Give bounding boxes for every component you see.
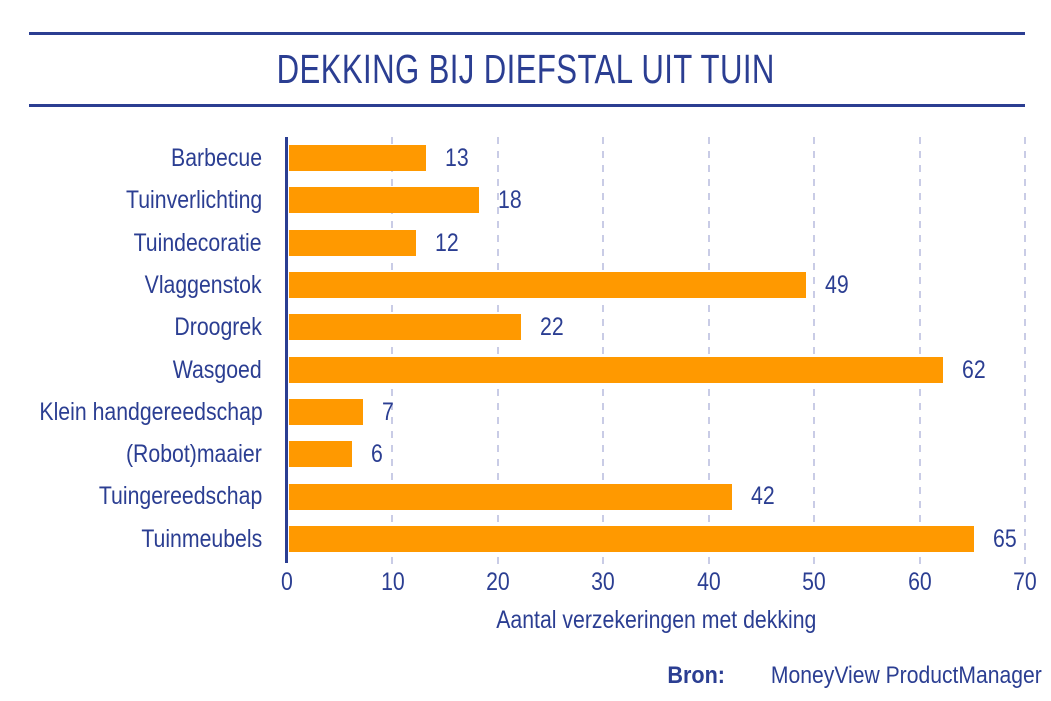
value-label: 49	[825, 264, 853, 306]
category-label: Tuindecoratie	[0, 222, 262, 264]
value-label: 13	[445, 137, 473, 179]
x-tick-label-text: 0	[281, 568, 293, 596]
value-label-text: 6	[371, 440, 384, 469]
category-label: Vlaggenstok	[0, 264, 262, 306]
x-axis-title-text: Aantal verzekeringen met dekking	[495, 606, 817, 634]
x-tick-label: 0	[242, 568, 332, 596]
value-label: 42	[751, 475, 779, 517]
gridline	[496, 137, 499, 566]
x-tick-label: 20	[453, 568, 543, 596]
gridline	[918, 137, 921, 566]
bar	[289, 483, 732, 510]
gridline	[707, 137, 710, 566]
value-label: 12	[435, 222, 463, 264]
bar	[289, 525, 975, 552]
chart-title: DEKKING BIJ DIEFSTAL UIT TUIN	[0, 35, 1051, 104]
y-axis-line	[285, 137, 288, 563]
x-tick-label-text: 30	[591, 568, 616, 596]
value-label: 18	[498, 179, 526, 221]
category-label-text: Klein handgereedschap	[39, 397, 263, 426]
category-label: Barbecue	[0, 137, 262, 179]
value-label: 7	[382, 391, 396, 433]
source-caption: Bron: MoneyView ProductManager	[661, 660, 1042, 692]
category-label-text: Vlaggenstok	[145, 270, 262, 299]
value-label-text: 49	[824, 270, 849, 299]
x-tick-label-text: 70	[1013, 568, 1037, 596]
value-label-text: 22	[539, 313, 564, 342]
category-label-text: Tuindecoratie	[134, 228, 262, 257]
source-text: MoneyView ProductManager	[771, 662, 1042, 689]
category-label-text: Tuinverlichting	[125, 186, 262, 215]
x-tick-label-text: 20	[486, 568, 510, 596]
gridline	[813, 137, 816, 566]
x-tick-label-text: 40	[696, 568, 721, 596]
bar	[289, 356, 943, 383]
category-label-text: Tuinmeubels	[141, 524, 262, 553]
bar	[289, 272, 806, 299]
source-label: Bron:	[667, 662, 726, 689]
value-label: 6	[371, 433, 385, 475]
title-divider-bottom	[29, 104, 1025, 107]
category-label: Wasgoed	[0, 349, 262, 391]
value-label-text: 42	[750, 482, 775, 511]
category-label-text: Tuingereedschap	[98, 482, 262, 511]
value-label-text: 7	[381, 397, 394, 426]
category-label: Tuingereedschap	[0, 475, 262, 517]
value-label: 65	[993, 518, 1021, 560]
bar	[289, 145, 427, 172]
value-label-text: 13	[445, 144, 469, 172]
x-tick-label: 70	[980, 568, 1051, 596]
category-label-text: Wasgoed	[173, 355, 262, 384]
bar	[289, 314, 521, 341]
category-label: (Robot)maaier	[0, 433, 262, 475]
bar	[289, 441, 353, 468]
category-label-text: Droogrek	[174, 313, 262, 342]
gridline	[391, 137, 394, 566]
category-label: Tuinverlichting	[0, 179, 262, 221]
category-label: Droogrek	[0, 306, 262, 348]
value-label-text: 62	[961, 355, 986, 384]
x-tick-label: 60	[875, 568, 965, 596]
x-axis-title: Aantal verzekeringen met dekking	[287, 604, 1025, 636]
category-label: Klein handgereedschap	[0, 391, 262, 433]
category-label-text: (Robot)maaier	[126, 440, 262, 469]
bar	[289, 229, 416, 256]
x-tick-label: 40	[664, 568, 754, 596]
value-label-text: 18	[497, 186, 522, 215]
value-label-text: 65	[993, 524, 1017, 553]
value-label: 22	[540, 306, 568, 348]
gridline	[1024, 137, 1026, 566]
title-divider-top	[29, 32, 1025, 35]
x-tick-label: 10	[347, 568, 437, 596]
value-label: 62	[962, 349, 990, 391]
category-label: Tuinmeubels	[0, 518, 262, 560]
x-tick-label-text: 60	[907, 568, 932, 596]
x-tick-label: 50	[769, 568, 859, 596]
bar	[289, 398, 363, 425]
value-label-text: 12	[434, 228, 459, 257]
x-tick-label-text: 50	[802, 568, 826, 596]
x-tick-label: 30	[558, 568, 648, 596]
chart-title-text: DEKKING BIJ DIEFSTAL UIT TUIN	[276, 46, 775, 92]
x-tick-label-text: 10	[380, 568, 405, 596]
category-label-text: Barbecue	[171, 144, 262, 172]
bar	[289, 187, 479, 214]
gridline	[602, 137, 605, 566]
